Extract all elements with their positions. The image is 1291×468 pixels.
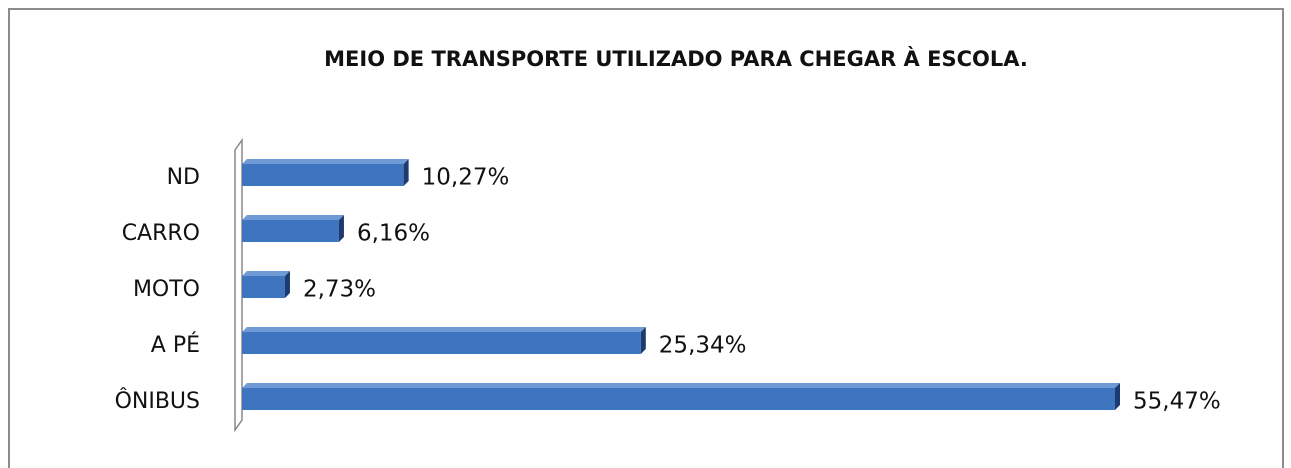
bar-front <box>242 276 285 298</box>
bar-front <box>242 388 1115 410</box>
bar-top <box>242 327 646 332</box>
bar <box>242 159 409 186</box>
y-tick-label: CARRO <box>122 221 200 246</box>
y-tick-label: ND <box>167 165 200 190</box>
y-tick-label: MOTO <box>133 277 200 302</box>
bar-end <box>338 215 344 242</box>
bar <box>242 383 1120 410</box>
chart-title: MEIO DE TRANSPORTE UTILIZADO PARA CHEGAR… <box>324 46 1028 71</box>
bar <box>242 271 290 298</box>
bar-end <box>1115 383 1120 410</box>
bar-end <box>403 159 409 186</box>
value-label: 2,73% <box>303 277 376 303</box>
value-label: 6,16% <box>357 221 430 247</box>
bar-end <box>284 271 290 298</box>
bar-front <box>242 164 404 186</box>
y-tick-label: ÔNIBUS <box>115 388 200 414</box>
y-tick-label: A PÉ <box>151 332 200 358</box>
bar-top <box>242 215 344 220</box>
bar-top <box>242 383 1120 388</box>
bar-front <box>242 332 641 354</box>
bar-front <box>242 220 339 242</box>
bar-end <box>640 327 646 354</box>
bar-top <box>242 271 290 276</box>
bar <box>242 215 344 242</box>
value-label: 25,34% <box>659 333 747 359</box>
axis-wall <box>234 137 243 433</box>
value-label: 10,27% <box>422 165 510 191</box>
bar-top <box>242 159 409 164</box>
bar <box>242 327 646 354</box>
value-label: 55,47% <box>1133 389 1221 415</box>
